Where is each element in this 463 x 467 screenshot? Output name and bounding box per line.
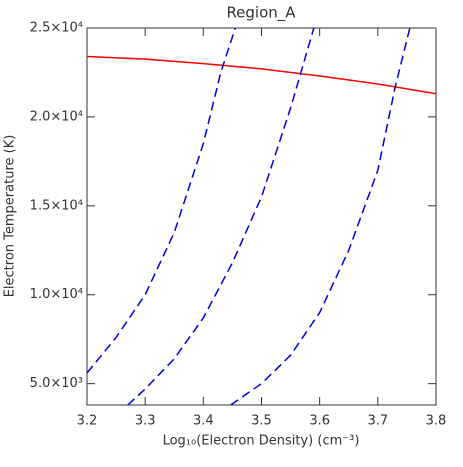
y-tick-label: 1.0×10⁴ [30,287,83,302]
series-line [87,55,436,95]
x-tick-label: 3.5 [251,414,272,429]
y-tick-label: 1.5×10⁴ [30,198,83,213]
x-tick-label: 3.2 [77,414,98,429]
series-line [230,28,411,405]
lines [87,28,436,405]
x-tick-label: 3.3 [135,414,156,429]
x-tick-label: 3.6 [309,414,330,429]
x-axis-label: Log₁₀(Electron Density) (cm⁻³) [163,434,360,449]
x-tick-label: 3.4 [193,414,214,429]
y-axis-label: Electron Temperature (K) [3,135,18,298]
x-tick-label: 3.8 [426,414,447,429]
x-tick-label: 3.7 [367,414,388,429]
chart-title: Region_A [226,4,296,23]
y-tick-label: 5.0×10³ [30,376,83,391]
y-tick-label: 2.0×10⁴ [30,109,83,124]
series-line [127,28,315,405]
y-tick-label: 2.5×10⁴ [30,21,83,36]
series-line [87,28,237,374]
